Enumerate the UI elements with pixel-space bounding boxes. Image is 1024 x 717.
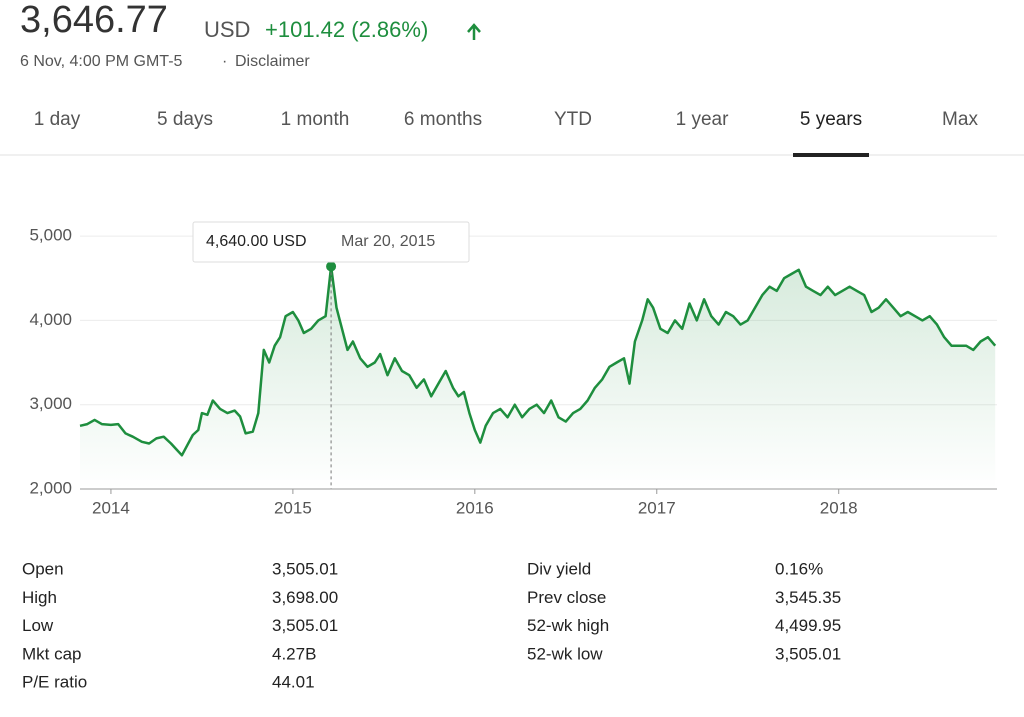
tooltip-value: 4,640.00 USD <box>206 233 307 250</box>
stat-value: 3,698.00 <box>272 588 338 607</box>
stat-label: 52-wk low <box>527 644 603 663</box>
x-tick-label: 2015 <box>274 498 312 517</box>
stat-value: 3,505.01 <box>775 644 841 663</box>
up-arrow <box>467 23 481 40</box>
tab[interactable]: 1 month <box>281 109 350 130</box>
stat-value: 0.16% <box>775 559 823 578</box>
tab[interactable]: 5 years <box>800 109 862 130</box>
separator: · <box>222 53 227 70</box>
stat-label: Low <box>22 616 54 635</box>
stat-value: 4.27B <box>272 644 316 663</box>
x-tick-label: 2018 <box>820 498 858 517</box>
area-fill <box>80 266 996 489</box>
tab[interactable]: 6 months <box>404 109 482 130</box>
x-tick-label: 2016 <box>456 498 494 517</box>
stat-label: 52-wk high <box>527 616 609 635</box>
stat-label: Mkt cap <box>22 644 82 663</box>
x-tick-label: 2017 <box>638 498 676 517</box>
tab[interactable]: 1 day <box>34 109 81 130</box>
stat-label: Div yield <box>527 559 591 578</box>
price: 3,646.77 <box>20 0 168 41</box>
y-tick-label: 3,000 <box>29 394 72 413</box>
tab[interactable]: 1 year <box>676 109 729 130</box>
stat-label: Open <box>22 559 64 578</box>
timestamp: 6 Nov, 4:00 PM GMT-5 <box>20 53 183 70</box>
stat-value: 4,499.95 <box>775 616 841 635</box>
stat-value: 44.01 <box>272 673 315 692</box>
stat-label: P/E ratio <box>22 673 87 692</box>
stat-label: High <box>22 588 57 607</box>
stat-label: Prev close <box>527 588 606 607</box>
tooltip-point <box>326 261 337 272</box>
tab[interactable]: 5 days <box>157 109 213 130</box>
y-tick-label: 5,000 <box>29 226 72 245</box>
stat-value: 3,545.35 <box>775 588 841 607</box>
tooltip-date: Mar 20, 2015 <box>341 233 435 250</box>
y-tick-label: 4,000 <box>29 310 72 329</box>
price-line <box>79 265 997 457</box>
active-tab-indicator <box>793 153 869 157</box>
stat-value: 3,505.01 <box>272 559 338 578</box>
disclaimer[interactable]: Disclaimer <box>235 53 310 70</box>
tooltip-box <box>192 221 470 263</box>
x-tick-label: 2014 <box>92 498 130 517</box>
tab[interactable]: YTD <box>554 109 592 130</box>
change: +101.42 (2.86%) <box>265 17 428 42</box>
currency: USD <box>204 17 250 42</box>
stat-value: 3,505.01 <box>272 616 338 635</box>
tab[interactable]: Max <box>942 109 978 130</box>
y-tick-label: 2,000 <box>29 478 72 497</box>
